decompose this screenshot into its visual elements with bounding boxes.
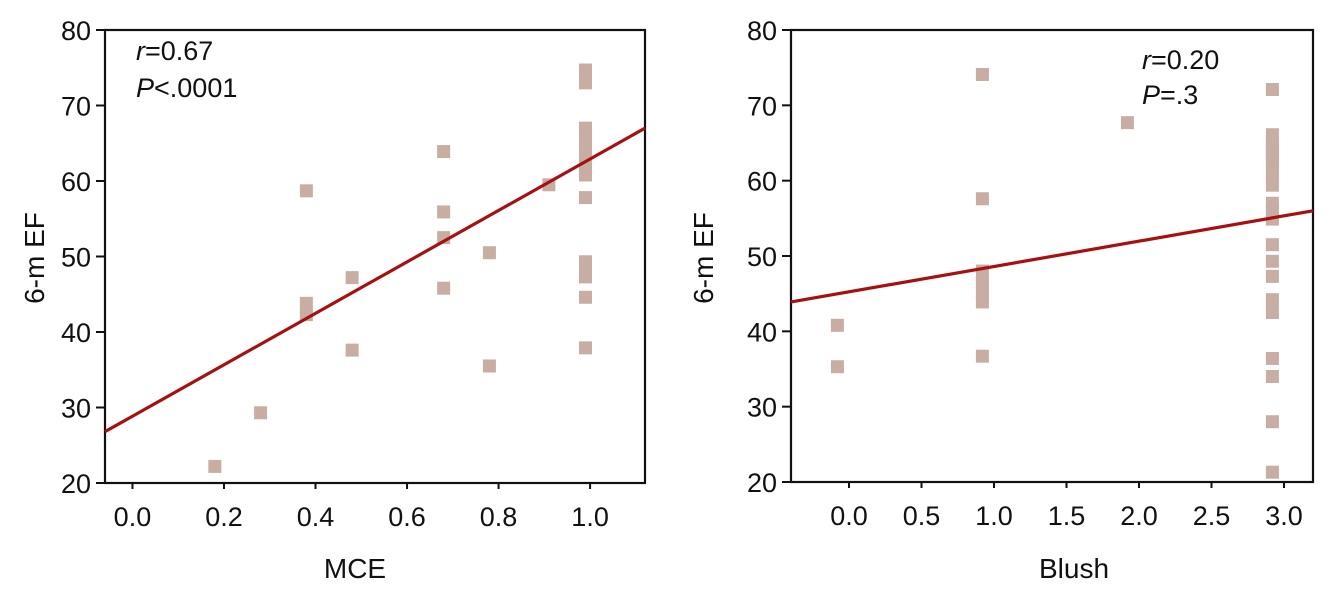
data-point xyxy=(345,343,359,357)
data-point xyxy=(579,63,593,77)
data-point xyxy=(254,406,268,420)
x-tick-label: 0.5 xyxy=(903,501,941,531)
data-point xyxy=(830,318,844,332)
x-tick-label: 0.0 xyxy=(830,501,868,531)
data-point xyxy=(579,76,593,90)
y-axis-label: 6-m EF xyxy=(688,212,719,304)
data-point xyxy=(579,341,593,355)
data-point xyxy=(1265,465,1279,479)
x-tick-label: 2.5 xyxy=(1193,501,1231,531)
data-point xyxy=(437,145,451,159)
data-point xyxy=(975,275,989,289)
data-point xyxy=(1265,254,1279,268)
data-point xyxy=(1265,370,1279,384)
y-tick-label: 50 xyxy=(747,242,777,272)
data-point xyxy=(579,168,593,182)
data-point xyxy=(345,271,359,285)
y-tick-label: 80 xyxy=(61,16,91,46)
data-point xyxy=(975,295,989,309)
y-tick-label: 50 xyxy=(61,243,91,273)
data-point xyxy=(579,290,593,304)
data-point xyxy=(437,205,451,219)
data-point xyxy=(1265,293,1279,307)
data-point xyxy=(437,281,451,295)
data-point xyxy=(1265,306,1279,319)
data-point xyxy=(975,67,989,81)
y-tick-label: 30 xyxy=(61,394,91,424)
y-tick-label: 20 xyxy=(61,469,91,499)
x-tick-label: 0.0 xyxy=(114,502,152,532)
regression-line xyxy=(104,126,646,434)
y-tick-label: 30 xyxy=(747,393,777,423)
correlation-label: r=0.20 xyxy=(1142,45,1219,75)
data-point xyxy=(830,360,844,374)
y-tick-label: 40 xyxy=(747,317,777,347)
data-point xyxy=(1265,166,1279,180)
data-point xyxy=(975,285,989,299)
y-tick-label: 40 xyxy=(61,318,91,348)
x-tick-label: 0.6 xyxy=(388,502,426,532)
data-point xyxy=(975,349,989,363)
data-point xyxy=(579,138,593,152)
data-point xyxy=(1265,351,1279,365)
data-point xyxy=(1120,116,1134,130)
y-axis-label: 6-m EF xyxy=(19,212,50,304)
correlation-label: r=0.67 xyxy=(136,36,213,66)
x-tick-label: 2.0 xyxy=(1120,501,1158,531)
chart-mce: 20 30 40 50 60 70 80 0.0 0.2 0.4 0.6 0.8 1.0 r=0.67… xyxy=(19,16,647,584)
x-tick-label: 0.8 xyxy=(480,502,518,532)
data-point xyxy=(1265,83,1279,97)
data-point xyxy=(482,246,496,260)
y-tick-label: 70 xyxy=(61,92,91,122)
data-point xyxy=(299,296,313,310)
data-point xyxy=(1265,269,1279,283)
data-point xyxy=(299,184,313,198)
y-tick-label: 60 xyxy=(747,167,777,197)
chart-blush: 20 30 40 50 60 70 80 0.0 0.5 1.0 1.5 2.0 2.5 3.0 r=0… xyxy=(688,16,1315,584)
y-tick-label: 70 xyxy=(747,91,777,121)
data-point xyxy=(579,270,593,284)
x-tick-label: 0.2 xyxy=(205,502,243,532)
p-value-label: P=.3 xyxy=(1142,80,1198,110)
x-tick-label: 3.0 xyxy=(1265,501,1303,531)
y-tick-label: 80 xyxy=(747,16,777,46)
data-point xyxy=(975,192,989,206)
data-point xyxy=(208,459,222,473)
data-point xyxy=(579,191,593,205)
x-tick-label: 0.4 xyxy=(297,502,335,532)
data-point xyxy=(1265,415,1279,429)
p-value-label: P<.0001 xyxy=(136,73,237,103)
x-axis-label: MCE xyxy=(324,553,386,584)
x-tick-label: 1.0 xyxy=(571,502,609,532)
y-tick-label: 20 xyxy=(747,468,777,498)
data-point xyxy=(1265,238,1279,252)
data-point xyxy=(482,359,496,373)
x-tick-label: 1.5 xyxy=(1048,501,1086,531)
data-point xyxy=(1265,178,1279,192)
x-tick-label: 1.0 xyxy=(975,501,1013,531)
regression-line xyxy=(790,209,1314,304)
y-tick-label: 60 xyxy=(61,167,91,197)
x-axis-label: Blush xyxy=(1039,553,1109,584)
